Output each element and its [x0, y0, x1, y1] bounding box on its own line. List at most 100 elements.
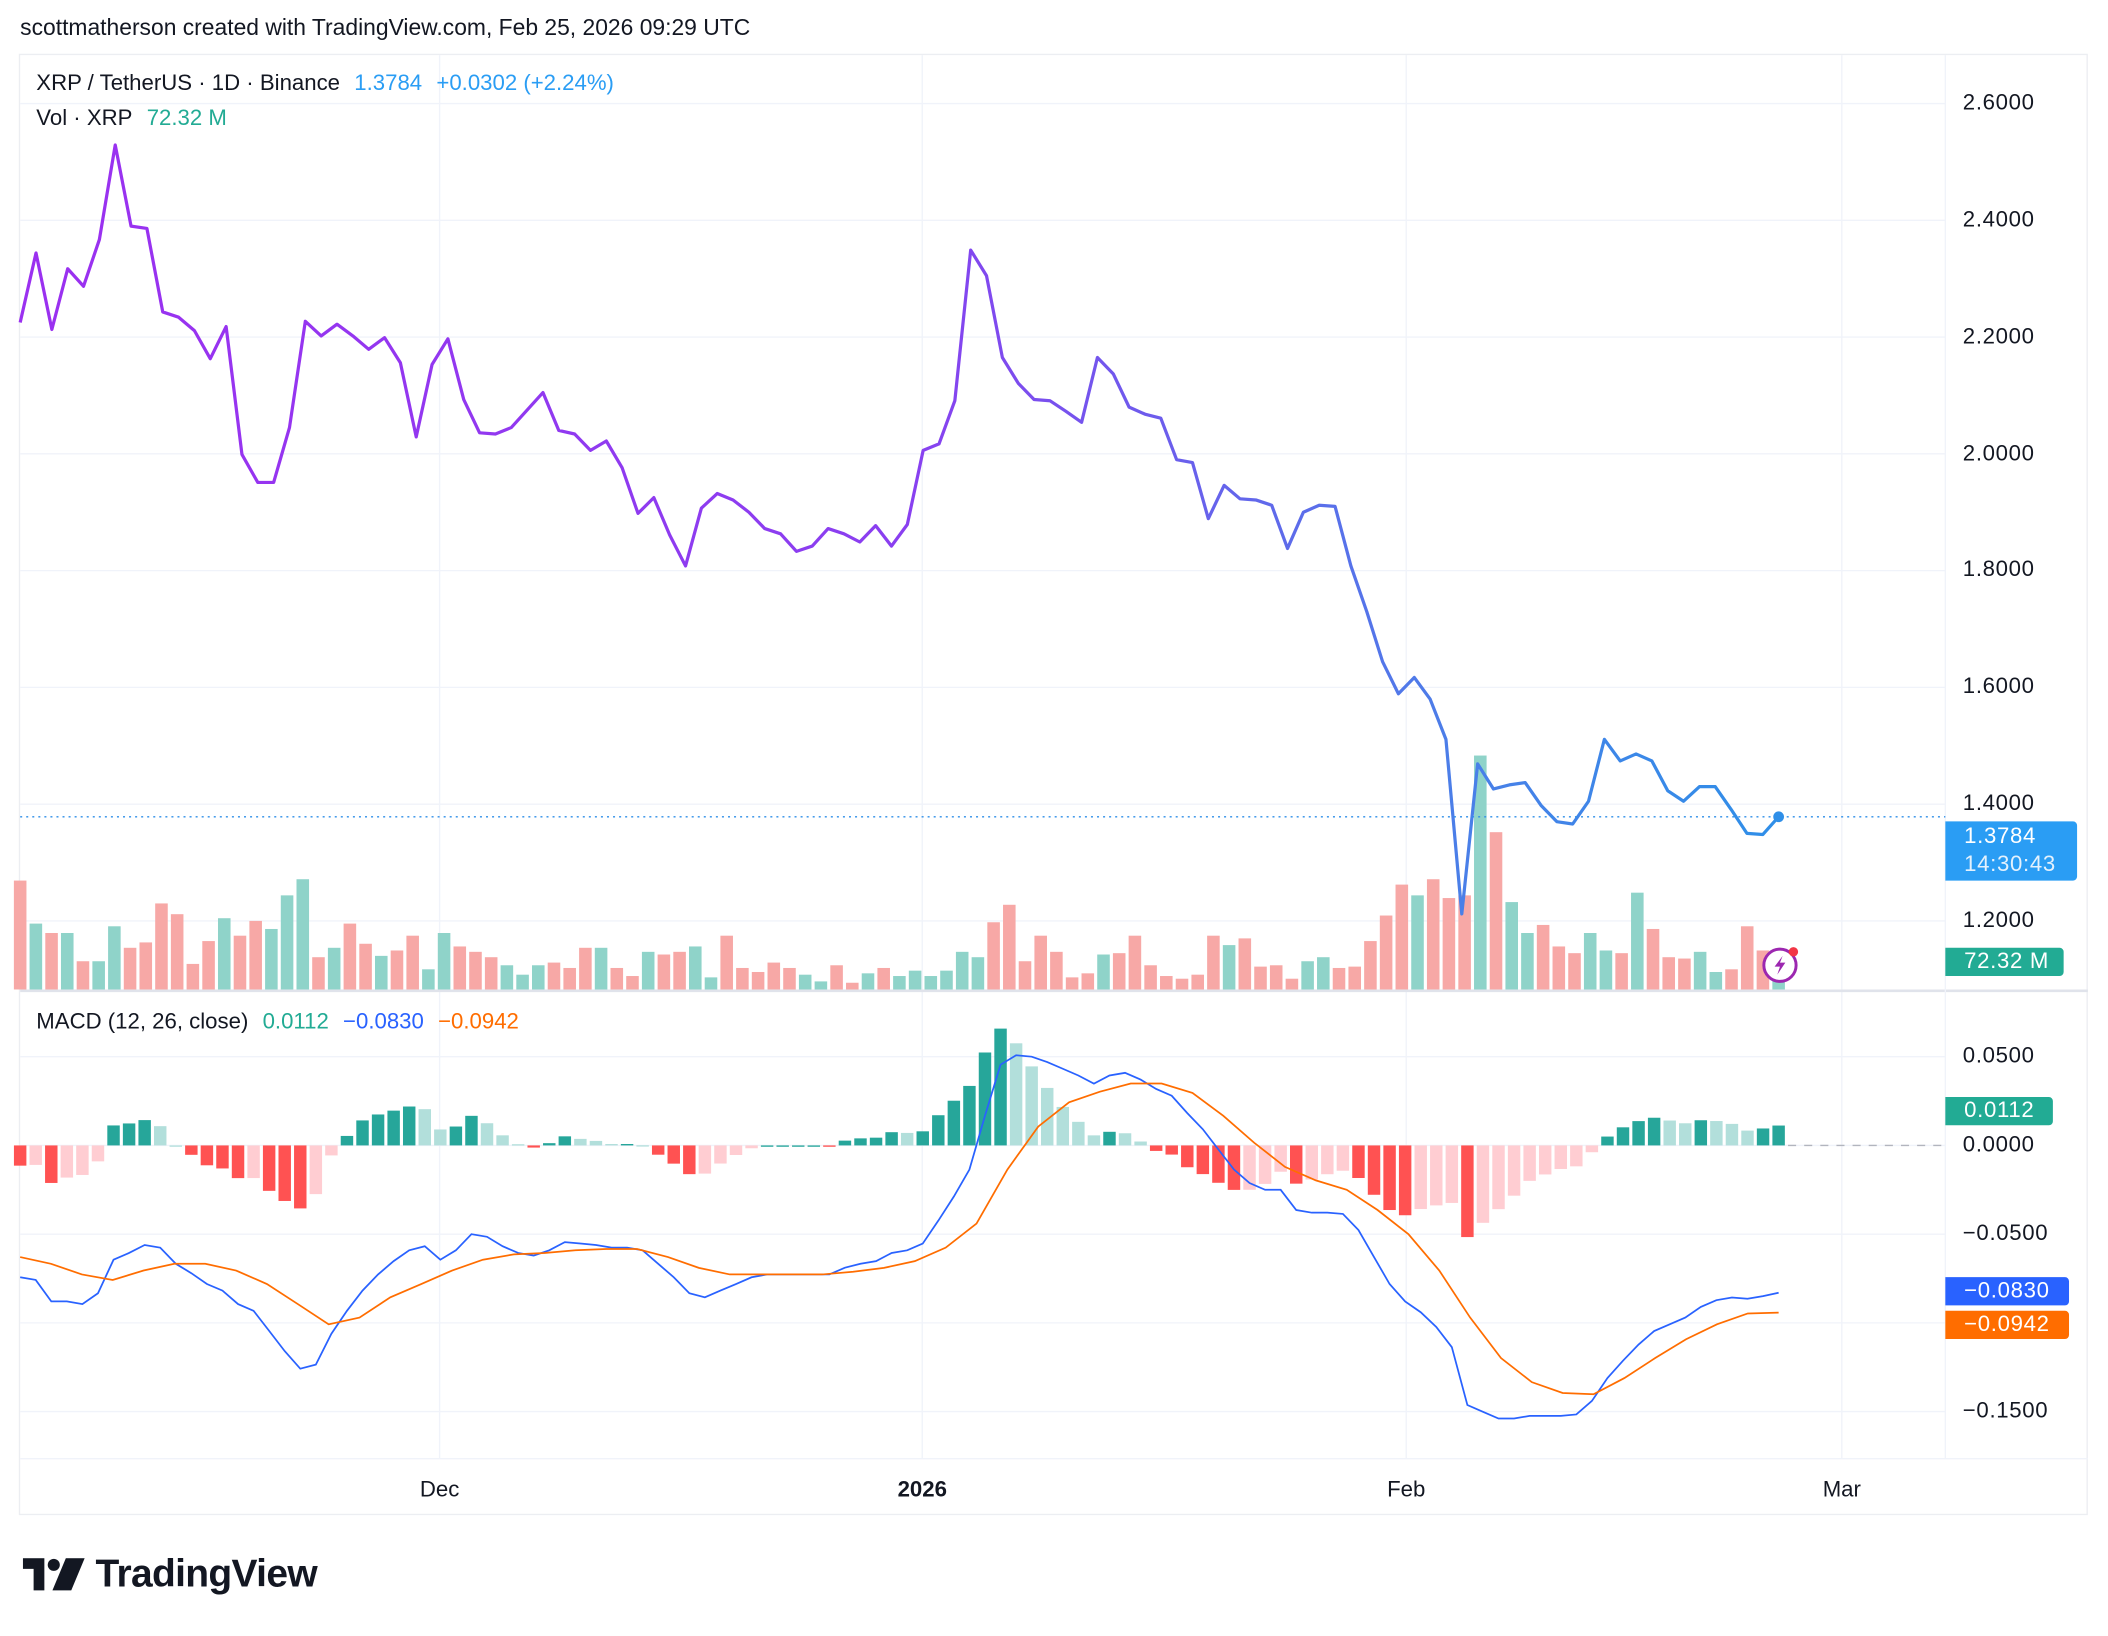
attribution: scottmatherson created with TradingView.…	[20, 14, 751, 41]
volume-bar	[123, 947, 137, 990]
volume-bar	[265, 928, 278, 990]
macd-histogram-bar	[153, 1126, 167, 1146]
macd-histogram-bar	[714, 1145, 727, 1164]
macd-histogram-bar	[1118, 1133, 1132, 1146]
macd-tick-label: −0.1500	[1962, 1398, 2049, 1424]
tradingview-logo[interactable]: TradingView	[22, 1553, 318, 1597]
last-price: 1.3784	[354, 71, 423, 96]
macd-histogram-bar	[1772, 1125, 1785, 1146]
volume-bar	[484, 957, 498, 990]
volume-bar	[453, 946, 467, 990]
volume-bar	[76, 961, 90, 990]
volume-bar	[704, 977, 718, 990]
macd-histogram-bar	[1041, 1087, 1054, 1146]
volume-bar	[689, 946, 702, 990]
price-tag-value: 1.3784	[1964, 824, 2037, 849]
volume-bar	[971, 957, 985, 990]
macd-histogram-bar	[1367, 1145, 1381, 1195]
price-tick-label: 1.2000	[1962, 908, 2035, 933]
symbol-legend: XRP / TetherUS · 1D · Binance 1.3784 +0.…	[36, 71, 622, 97]
volume-bar	[1411, 895, 1424, 990]
price-tag: 1.3784 14:30:43	[1945, 821, 2078, 881]
volume-bar	[1222, 945, 1236, 990]
volume-bar	[327, 947, 341, 990]
macd-histogram-bar	[558, 1136, 572, 1146]
macd-histogram-bar	[356, 1120, 369, 1146]
price-tick-label: 1.4000	[1962, 791, 2035, 816]
macd-histogram-bar	[1243, 1145, 1256, 1190]
macd-signal-tag: −0.0942	[1945, 1310, 2070, 1340]
volume-bar	[1018, 961, 1032, 990]
macd-histogram-bar	[1585, 1145, 1599, 1153]
macd-histogram-bar	[527, 1145, 540, 1148]
tradingview-logo-icon	[22, 1557, 85, 1590]
macd-histogram-bar	[1025, 1066, 1038, 1146]
volume-legend: Vol · XRP 72.32 M	[36, 106, 235, 132]
volume-bar	[1112, 953, 1126, 990]
macd-histogram-bar	[247, 1145, 260, 1179]
volume-bar	[940, 970, 953, 990]
macd-histogram-bar	[1445, 1145, 1459, 1203]
macd-histogram-bar	[807, 1145, 821, 1147]
macd-histogram-bar	[511, 1144, 525, 1146]
macd-histogram-bar	[76, 1145, 89, 1175]
volume-bar	[1505, 902, 1518, 990]
macd-histogram-bar	[1072, 1121, 1085, 1146]
volume-bar	[1709, 971, 1723, 990]
macd-histogram-bar	[13, 1145, 27, 1166]
volume-bar	[108, 926, 121, 990]
macd-histogram-bar	[1538, 1145, 1552, 1175]
volume-bar	[1332, 967, 1346, 990]
volume-bar	[406, 935, 419, 990]
macd-histogram-bar	[1398, 1145, 1412, 1216]
macd-histogram-bar	[402, 1106, 416, 1146]
macd-label[interactable]: MACD (12, 26, close)	[36, 1009, 249, 1034]
volume-bar	[1662, 957, 1676, 990]
macd-legend: MACD (12, 26, close) 0.0112 −0.0830 −0.0…	[36, 1010, 527, 1036]
symbol-name[interactable]: XRP / TetherUS · 1D · Binance	[36, 71, 341, 96]
macd-histogram-bar	[1181, 1145, 1194, 1168]
price-tick-label: 2.4000	[1962, 207, 2035, 232]
volume-bar	[1740, 926, 1754, 990]
macd-histogram-bar	[107, 1125, 120, 1146]
macd-histogram-bar	[29, 1145, 42, 1165]
lightning-alert-icon[interactable]	[1760, 945, 1800, 985]
macd-histogram-bar	[932, 1115, 945, 1146]
macd-histogram-bar	[1258, 1145, 1272, 1184]
countdown: 14:30:43	[1964, 852, 2056, 877]
volume-bar	[532, 965, 545, 990]
macd-histogram-bar	[869, 1137, 883, 1146]
macd-histogram-bar	[1087, 1135, 1101, 1146]
macd-histogram-bar	[480, 1123, 494, 1146]
volume-bar	[1285, 978, 1299, 990]
volume-bar	[1003, 904, 1016, 990]
macd-histogram-bar	[434, 1129, 447, 1146]
volume-bar	[1489, 832, 1503, 990]
volume-bar	[1317, 957, 1330, 990]
macd-histogram-bar	[1227, 1145, 1241, 1190]
volume-label[interactable]: Vol · XRP	[36, 106, 133, 131]
time-tick-label: Mar	[1822, 1477, 1861, 1502]
macd-histogram-bar	[138, 1120, 151, 1146]
macd-histogram-bar	[1663, 1120, 1676, 1146]
macd-histogram-bar	[574, 1138, 587, 1146]
volume-bar	[908, 970, 922, 990]
macd-line-value: −0.0830	[343, 1009, 424, 1034]
volume-bar	[1254, 966, 1267, 990]
volume-bar	[1646, 928, 1660, 990]
macd-histogram-bar	[900, 1132, 914, 1146]
volume-bar	[516, 974, 529, 990]
volume-bar	[1034, 935, 1047, 990]
volume-bar	[1395, 884, 1409, 990]
macd-histogram-bar	[122, 1123, 136, 1146]
macd-histogram-bar	[636, 1145, 649, 1147]
volume-bar	[1160, 976, 1173, 990]
macd-histogram-bar	[309, 1145, 323, 1195]
price-change: +0.0302 (+2.24%)	[436, 71, 614, 96]
volume-bar	[594, 947, 608, 990]
price-tick-label: 2.6000	[1962, 90, 2035, 115]
volume-bar	[280, 895, 294, 990]
volume-bar	[1191, 974, 1204, 990]
volume-bar	[1379, 915, 1393, 990]
